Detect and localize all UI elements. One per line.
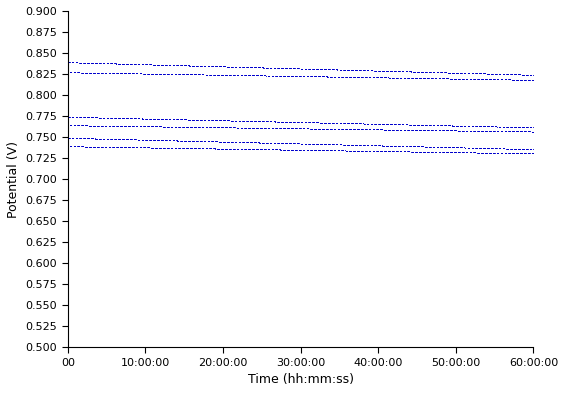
X-axis label: Time (hh:mm:ss): Time (hh:mm:ss)	[247, 373, 354, 386]
Y-axis label: Potential (V): Potential (V)	[7, 141, 20, 217]
